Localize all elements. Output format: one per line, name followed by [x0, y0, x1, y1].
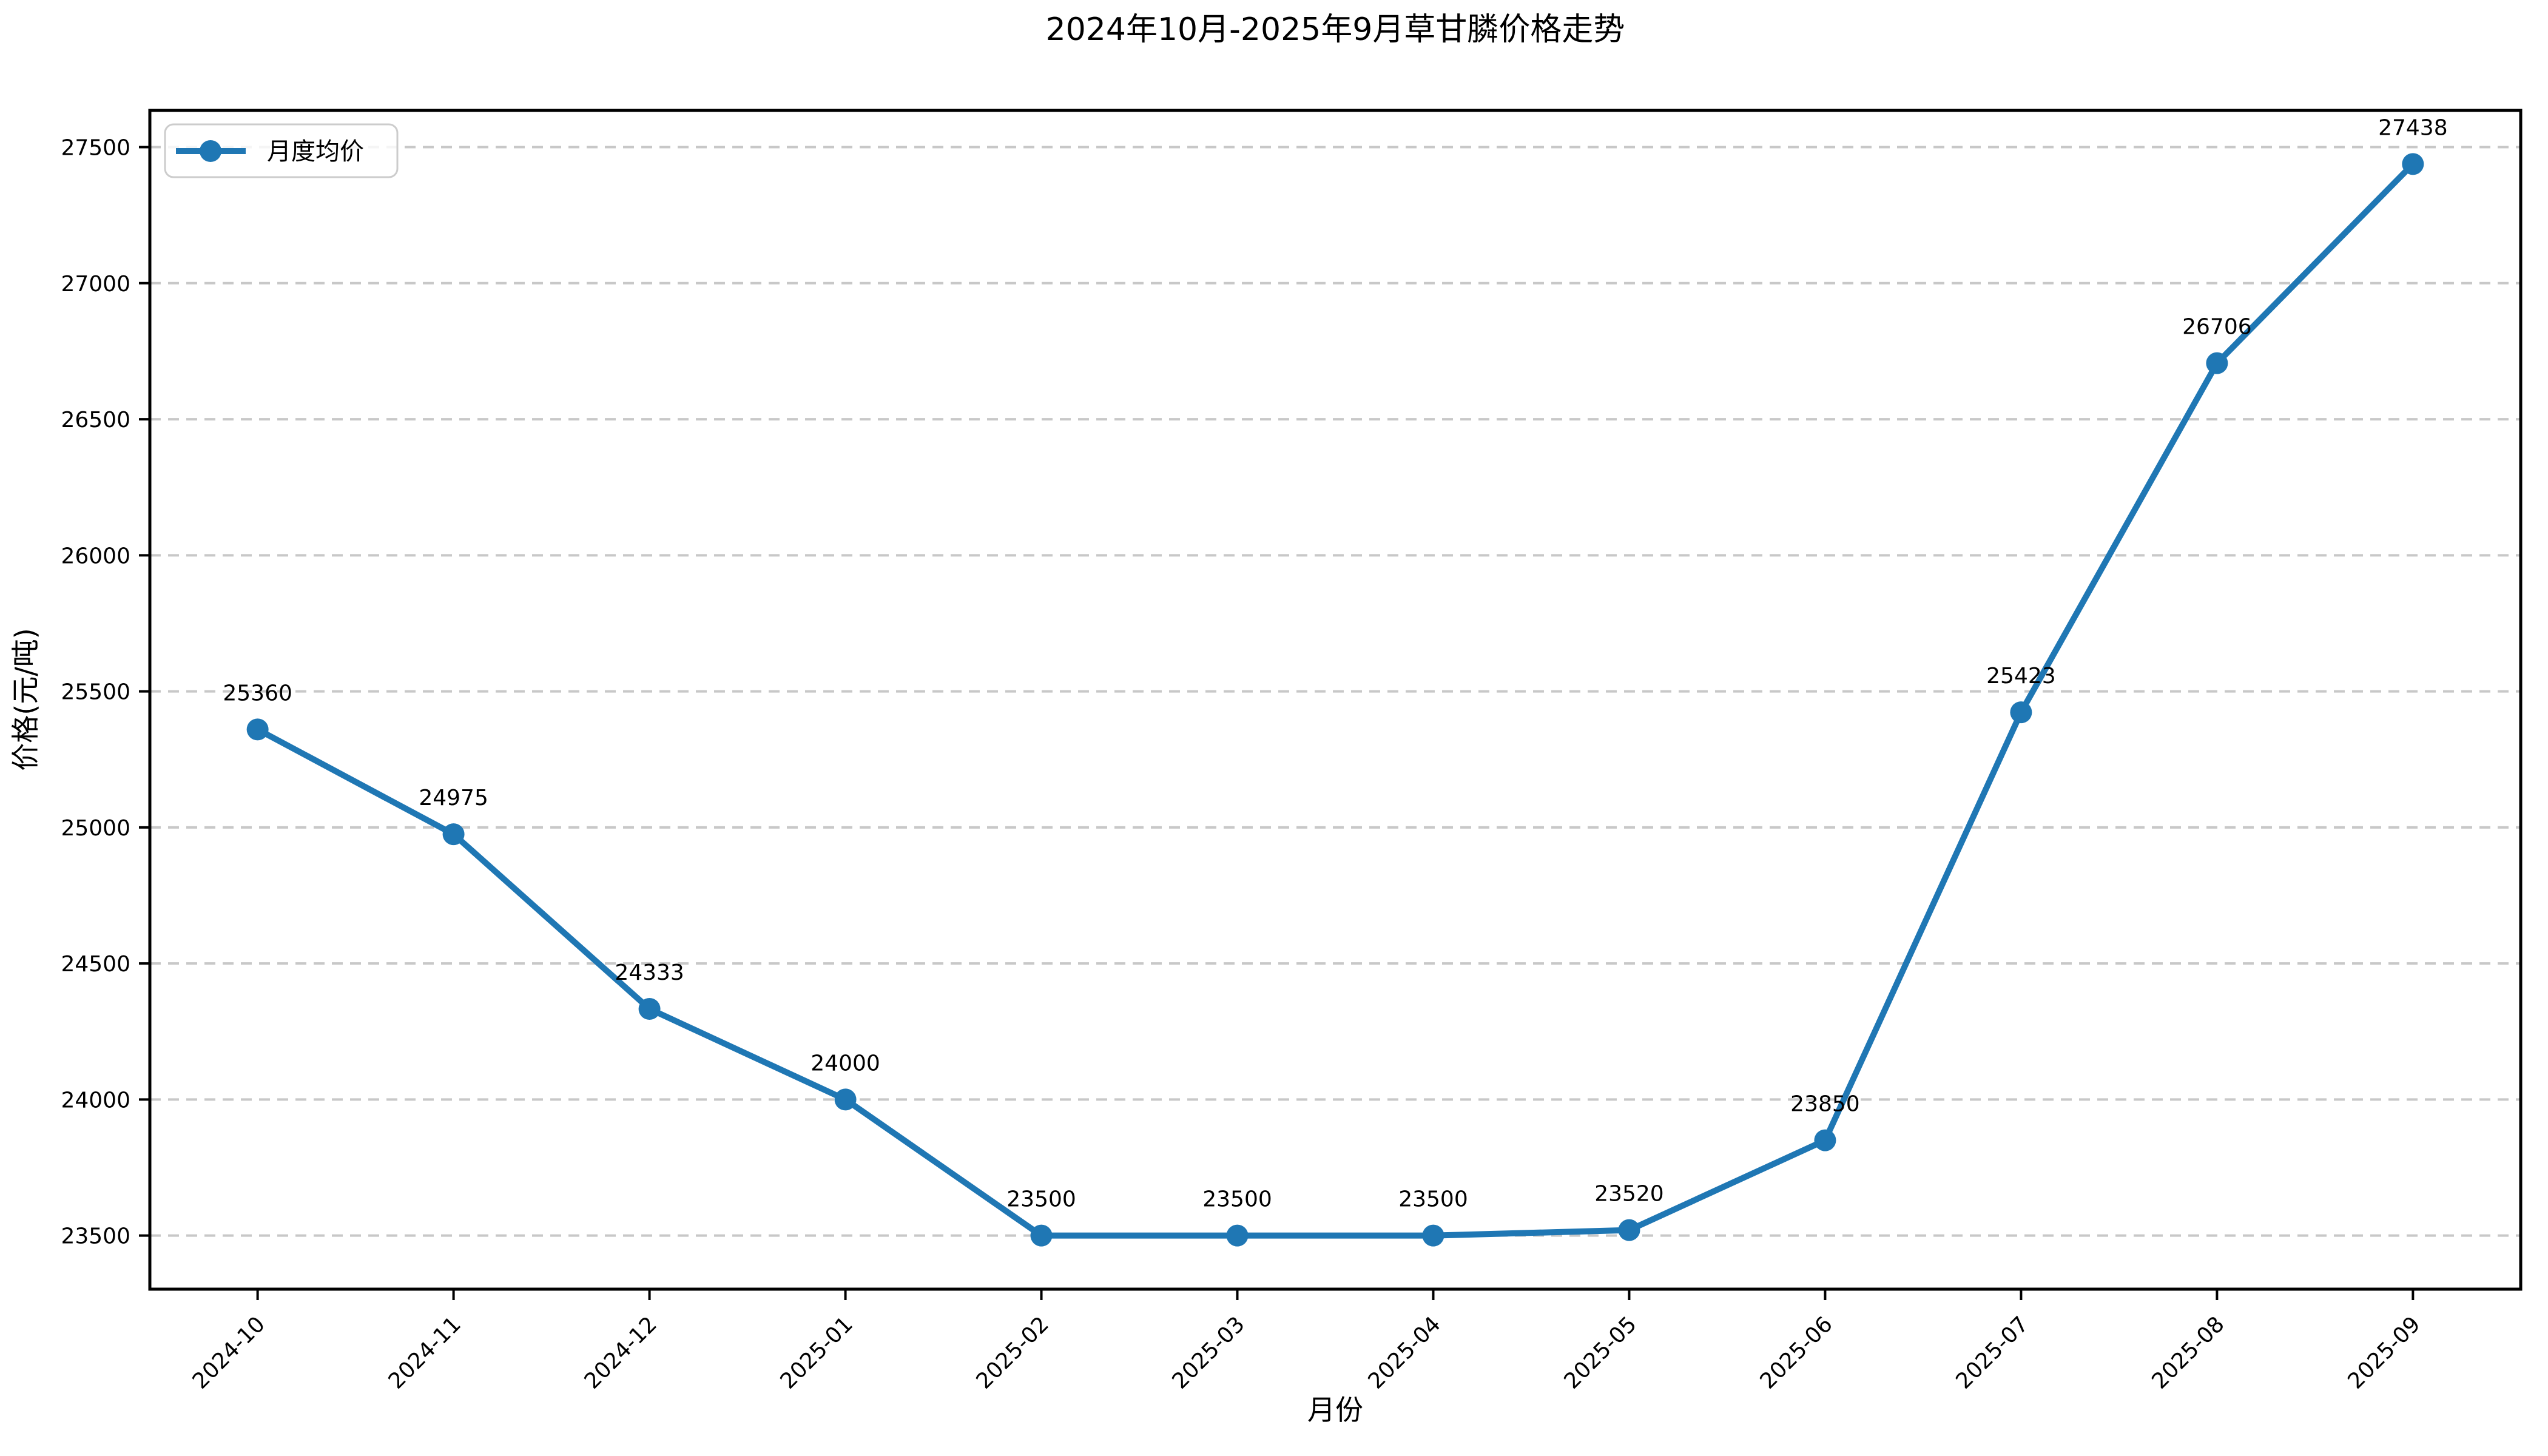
- data-point: [1422, 1224, 1444, 1247]
- point-value-label: 27438: [2378, 115, 2448, 140]
- point-value-label: 23520: [1594, 1182, 1664, 1207]
- point-value-label: 23500: [1398, 1187, 1468, 1212]
- data-point: [442, 823, 465, 846]
- x-tick-label: 2025-04: [1363, 1312, 1445, 1394]
- x-tick-label: 2024-11: [384, 1312, 466, 1394]
- y-tick-label: 27500: [61, 136, 130, 161]
- data-point: [246, 718, 269, 741]
- y-tick-label: 25500: [61, 680, 130, 705]
- point-value-label: 25360: [223, 681, 292, 706]
- y-tick-label: 27000: [61, 272, 130, 297]
- data-point: [2010, 701, 2032, 724]
- data-point: [2402, 153, 2424, 175]
- legend-box: [164, 123, 399, 178]
- x-tick-label: 2025-02: [972, 1312, 1054, 1394]
- y-tick-label: 24000: [61, 1088, 130, 1113]
- x-tick-label: 2025-01: [776, 1312, 858, 1394]
- y-tick-label: 26500: [61, 408, 130, 433]
- x-axis-label: 月份: [1307, 1394, 1363, 1426]
- point-value-label: 23500: [1006, 1187, 1076, 1212]
- price-line: [256, 161, 2415, 1239]
- point-labels: 25360 24975 24333 24000 23500 23500 23500 23520…: [223, 115, 2447, 1212]
- point-value-label: 25423: [1986, 664, 2056, 689]
- x-tick-label: 2025-07: [1951, 1312, 2033, 1394]
- point-value-label: 24000: [811, 1051, 880, 1076]
- data-point: [638, 998, 661, 1020]
- y-tick-label: 23500: [61, 1224, 130, 1249]
- point-value-label: 24333: [615, 960, 684, 985]
- x-tick-label: 2025-03: [1168, 1312, 1250, 1394]
- data-point: [1814, 1129, 1836, 1151]
- data-point: [1226, 1224, 1249, 1247]
- point-value-label: 24975: [419, 786, 488, 811]
- y-axis-label: 价格(元/吨): [9, 628, 42, 770]
- series-layer: [246, 153, 2424, 1247]
- y-tick-label: 24500: [61, 952, 130, 977]
- y-tick-label: 26000: [61, 544, 130, 568]
- data-point: [834, 1088, 857, 1111]
- x-axis: 2024-10 2024-11 2024-12 2025-01 2025-02 2025-…: [188, 1289, 2425, 1394]
- legend: 月度均价: [164, 123, 399, 178]
- legend-label: 月度均价: [267, 138, 364, 166]
- data-point: [1030, 1224, 1053, 1247]
- x-tick-label: 2025-09: [2343, 1312, 2425, 1394]
- chart-title: 2024年10月-2025年9月草甘膦价格走势: [1046, 12, 1625, 48]
- x-tick-label: 2024-12: [580, 1312, 662, 1394]
- x-tick-label: 2025-08: [2147, 1312, 2229, 1394]
- legend-marker: [200, 140, 221, 162]
- point-value-label: 23500: [1202, 1187, 1272, 1212]
- data-point: [1618, 1219, 1640, 1241]
- point-value-label: 23850: [1790, 1092, 1860, 1117]
- y-axis: 23500 24000 24500 25000 25500 26000 26500 27000…: [61, 136, 150, 1249]
- plot-border: [148, 109, 2523, 1291]
- x-tick-label: 2024-10: [188, 1312, 270, 1394]
- x-tick-label: 2025-05: [1559, 1312, 1641, 1394]
- point-value-label: 26706: [2182, 315, 2252, 340]
- gridlines: [150, 146, 2521, 1237]
- x-tick-label: 2025-06: [1755, 1312, 1837, 1394]
- y-tick-label: 25000: [61, 816, 130, 841]
- data-point: [2206, 352, 2228, 374]
